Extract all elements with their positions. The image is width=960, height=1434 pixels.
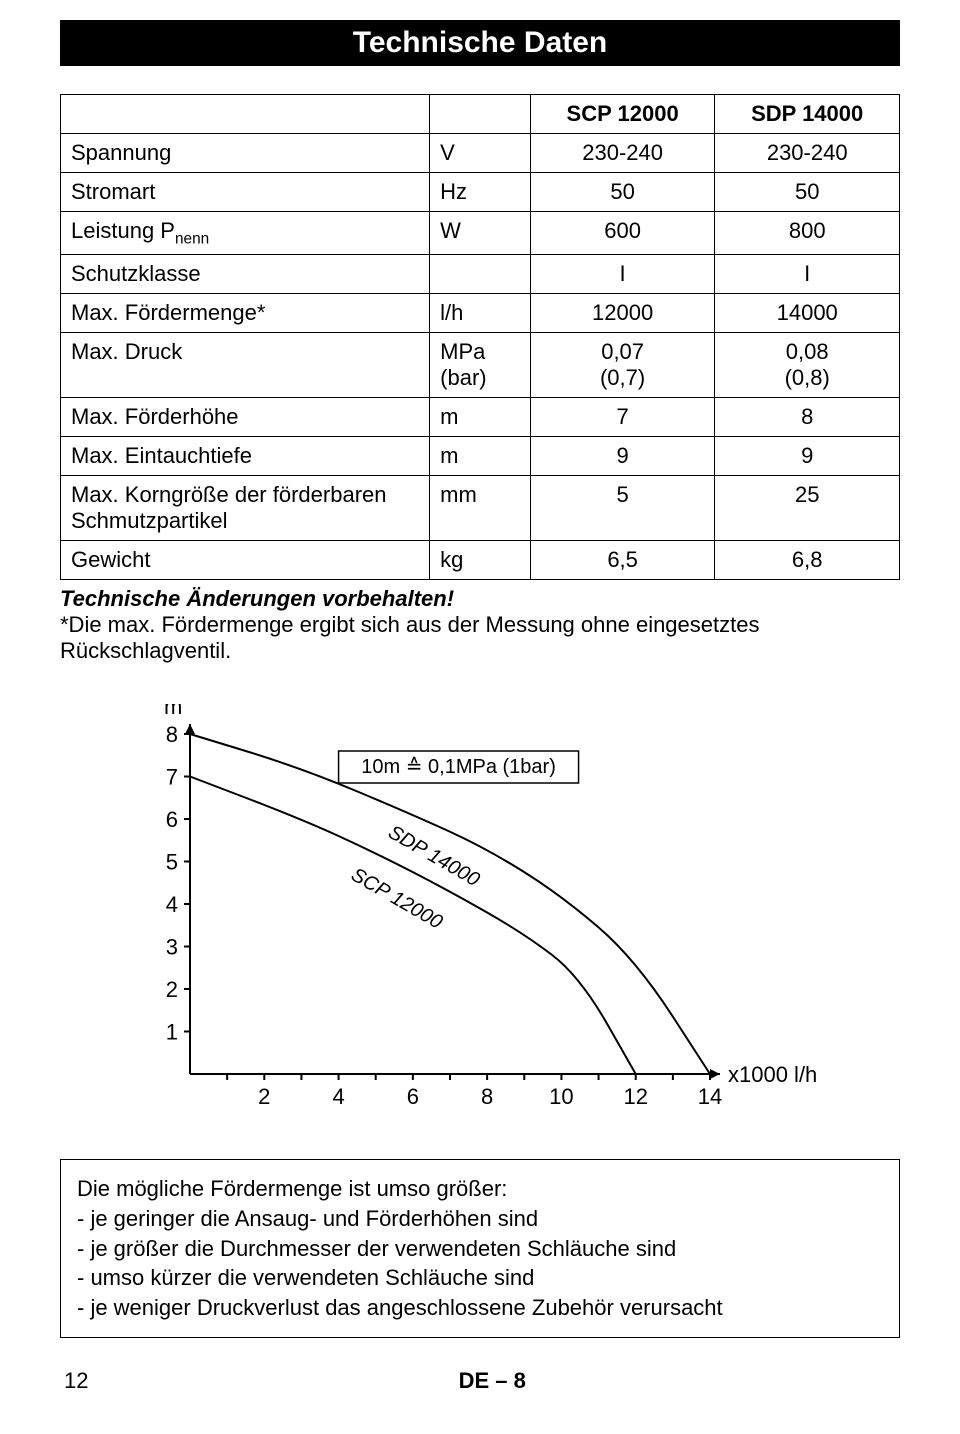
table-row: Max. Korngröße der förderbaren Schmutzpa… xyxy=(61,476,900,541)
cell-label: Gewicht xyxy=(61,541,430,580)
cell-v2: I xyxy=(715,255,900,294)
table-row: StromartHz5050 xyxy=(61,173,900,212)
info-bullet: - je größer die Durchmesser der verwende… xyxy=(77,1234,883,1264)
th-blank2 xyxy=(430,95,531,134)
note-changes: Technische Änderungen vorbehalten! xyxy=(60,586,900,612)
svg-text:4: 4 xyxy=(166,892,178,917)
th-model1: SCP 12000 xyxy=(530,95,715,134)
svg-text:6: 6 xyxy=(166,807,178,832)
cell-v2: 6,8 xyxy=(715,541,900,580)
svg-text:10: 10 xyxy=(549,1084,573,1109)
cell-unit: Hz xyxy=(430,173,531,212)
cell-v1: I xyxy=(530,255,715,294)
info-bullet: - umso kürzer die verwendeten Schläuche … xyxy=(77,1263,883,1293)
info-bullet: - je geringer die Ansaug- und Förderhöhe… xyxy=(77,1204,883,1234)
info-bullet: - je weniger Druckverlust das angeschlos… xyxy=(77,1293,883,1323)
svg-text:14: 14 xyxy=(698,1084,722,1109)
cell-unit: m xyxy=(430,437,531,476)
cell-v2: 8 xyxy=(715,398,900,437)
info-heading: Die mögliche Fördermenge ist umso größer… xyxy=(77,1174,883,1204)
svg-text:2: 2 xyxy=(166,977,178,1002)
svg-text:x1000 l/h: x1000 l/h xyxy=(728,1062,817,1087)
cell-label: Max. Förderhöhe xyxy=(61,398,430,437)
svg-text:6: 6 xyxy=(407,1084,419,1109)
cell-unit xyxy=(430,255,531,294)
cell-label: Max. Fördermenge* xyxy=(61,294,430,333)
cell-v1: 6,5 xyxy=(530,541,715,580)
table-row: Max. DruckMPa(bar)0,07(0,7)0,08(0,8) xyxy=(61,333,900,398)
cell-unit: V xyxy=(430,134,531,173)
svg-text:5: 5 xyxy=(166,850,178,875)
cell-unit: W xyxy=(430,212,531,255)
table-row: SpannungV230-240230-240 xyxy=(61,134,900,173)
cell-unit: MPa(bar) xyxy=(430,333,531,398)
svg-text:10m ≙ 0,1MPa (1bar): 10m ≙ 0,1MPa (1bar) xyxy=(361,756,556,778)
cell-v1: 230-240 xyxy=(530,134,715,173)
cell-label: Max. Druck xyxy=(61,333,430,398)
cell-label: Max. Eintauchtiefe xyxy=(61,437,430,476)
info-box: Die mögliche Fördermenge ist umso größer… xyxy=(60,1159,900,1337)
svg-text:SDP 14000: SDP 14000 xyxy=(384,822,483,892)
svg-text:8: 8 xyxy=(166,722,178,747)
svg-text:12: 12 xyxy=(623,1084,647,1109)
note-asterisk: *Die max. Fördermenge ergibt sich aus de… xyxy=(60,612,900,664)
cell-v2: 14000 xyxy=(715,294,900,333)
table-row: Max. Fördermenge*l/h1200014000 xyxy=(61,294,900,333)
svg-text:m: m xyxy=(164,704,182,719)
cell-unit: kg xyxy=(430,541,531,580)
svg-text:4: 4 xyxy=(332,1084,344,1109)
cell-label: Leistung Pnenn xyxy=(61,212,430,255)
th-blank1 xyxy=(61,95,430,134)
table-row: Leistung PnennW600800 xyxy=(61,212,900,255)
cell-label: Spannung xyxy=(61,134,430,173)
cell-v2: 25 xyxy=(715,476,900,541)
table-row: Max. Eintauchtiefem99 xyxy=(61,437,900,476)
cell-v2: 0,08(0,8) xyxy=(715,333,900,398)
svg-text:2: 2 xyxy=(258,1084,270,1109)
cell-label: Schutzklasse xyxy=(61,255,430,294)
svg-text:SCP 12000: SCP 12000 xyxy=(347,864,446,934)
cell-v2: 50 xyxy=(715,173,900,212)
cell-v2: 9 xyxy=(715,437,900,476)
cell-v1: 7 xyxy=(530,398,715,437)
svg-text:3: 3 xyxy=(166,935,178,960)
svg-text:1: 1 xyxy=(166,1020,178,1045)
cell-v2: 230-240 xyxy=(715,134,900,173)
table-row: Max. Förderhöhem78 xyxy=(61,398,900,437)
table-row: Schutzklasse II xyxy=(61,255,900,294)
cell-v1: 0,07(0,7) xyxy=(530,333,715,398)
th-model2: SDP 14000 xyxy=(715,95,900,134)
cell-v2: 800 xyxy=(715,212,900,255)
spec-table: SCP 12000 SDP 14000 SpannungV230-240230-… xyxy=(60,94,900,580)
cell-v1: 50 xyxy=(530,173,715,212)
page-number-left: 12 xyxy=(64,1368,88,1394)
cell-v1: 12000 xyxy=(530,294,715,333)
cell-label: Stromart xyxy=(61,173,430,212)
page-number-center: DE – 8 xyxy=(459,1368,526,1394)
page-title: Technische Daten xyxy=(60,20,900,66)
cell-unit: mm xyxy=(430,476,531,541)
cell-v1: 5 xyxy=(530,476,715,541)
pump-curve-chart: 123456782468101214mx1000 l/h10m ≙ 0,1MPa… xyxy=(130,704,900,1129)
cell-v1: 600 xyxy=(530,212,715,255)
table-header-row: SCP 12000 SDP 14000 xyxy=(61,95,900,134)
table-notes: Technische Änderungen vorbehalten! *Die … xyxy=(60,586,900,664)
svg-text:8: 8 xyxy=(481,1084,493,1109)
cell-unit: l/h xyxy=(430,294,531,333)
cell-v1: 9 xyxy=(530,437,715,476)
cell-label: Max. Korngröße der förderbaren Schmutzpa… xyxy=(61,476,430,541)
cell-unit: m xyxy=(430,398,531,437)
table-row: Gewichtkg6,56,8 xyxy=(61,541,900,580)
page-footer: 12 DE – 8 xyxy=(60,1368,900,1394)
svg-text:7: 7 xyxy=(166,765,178,790)
